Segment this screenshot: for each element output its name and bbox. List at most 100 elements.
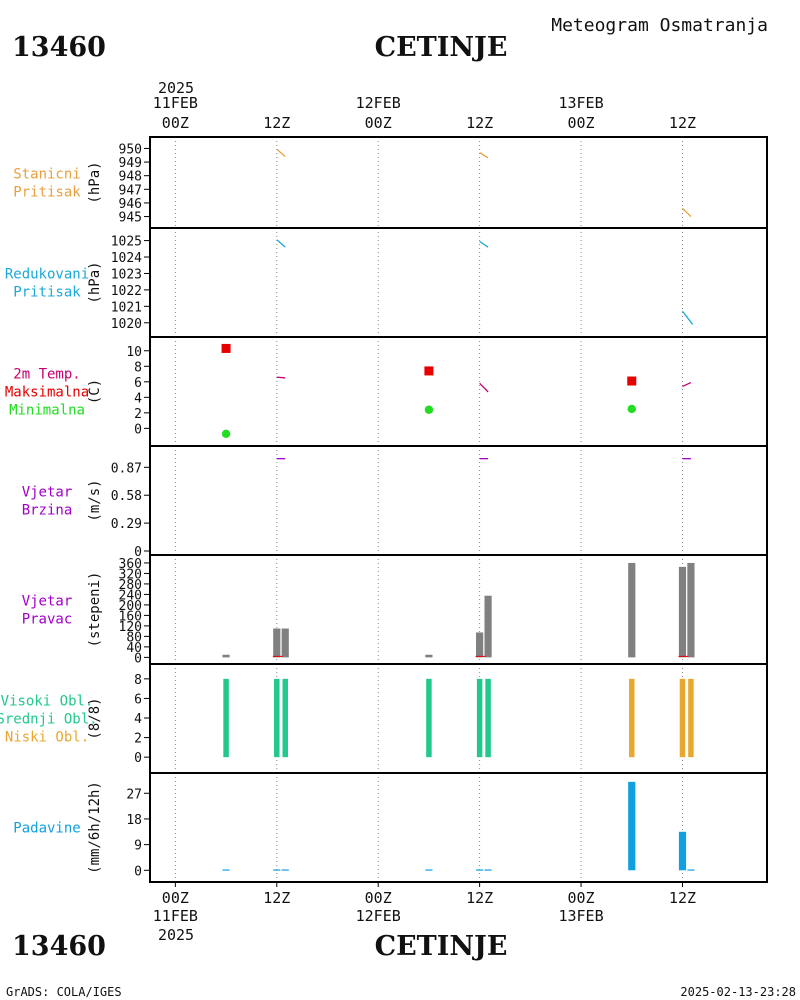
bottom-date-label: 12FEB (356, 907, 401, 925)
panel-frame (149, 554, 768, 665)
panel-7: 0 9 18 27 (mm/6h/12h) Padavine (13, 772, 768, 883)
precipitation-bar (273, 869, 281, 871)
high-cloud-bar (485, 678, 491, 758)
precipitation-bar (678, 831, 687, 871)
panel-6: 0 2 4 6 8 (8/8)Visoki Obl. Srednji Obl. Niski O… (0, 663, 768, 774)
y-axis-title: (mm/6h/12h) (87, 781, 103, 874)
y-tick-label: 160 (119, 609, 142, 624)
y-axis-title: (hPa) (87, 261, 103, 303)
high-cloud-bar (426, 678, 432, 758)
panel-label: Stanicni (13, 167, 80, 183)
y-tick-label: 0.29 (111, 517, 142, 532)
top-date-label: 13FEB (558, 94, 603, 112)
y-tick-label: 2 (134, 407, 142, 422)
y-tick-label: 240 (119, 588, 142, 603)
panel-label: Maksimalna (5, 385, 89, 401)
panel-frame (149, 227, 768, 338)
y-tick-label: 950 (119, 142, 142, 157)
panel-label: Visoki Obl. (1, 694, 94, 710)
top-hour-label: 00Z (162, 114, 189, 132)
temperature-line (682, 381, 692, 388)
y-tick-label: 1021 (111, 300, 142, 315)
precipitation-bar (425, 869, 433, 871)
max-temp-marker (221, 343, 231, 353)
y-tick-label: 280 (119, 578, 142, 593)
wind-direction-bar (476, 632, 484, 658)
y-axis-title: (8/8) (87, 697, 103, 739)
wind-direction-bar (281, 628, 289, 658)
wind-direction-bar (484, 595, 492, 658)
temperature-line (479, 382, 489, 393)
bottom-date-label: 13FEB (558, 907, 603, 925)
min-temp-marker (221, 429, 231, 438)
y-tick-label: 6 (134, 692, 142, 707)
y-tick-label: 946 (119, 197, 142, 212)
y-tick-label: 8 (134, 360, 142, 375)
credit-label: GrADS: COLA/IGES (6, 985, 122, 999)
chart-subtitle: Meteogram Osmatranja (551, 15, 768, 36)
y-tick-label: 1024 (111, 251, 142, 266)
y-tick-label: 1020 (111, 317, 142, 332)
bottom-hour-label: 00Z (162, 889, 189, 907)
y-tick-label: 4 (134, 391, 142, 406)
y-axis-title: (C) (87, 379, 103, 404)
y-tick-label: 0.58 (111, 489, 142, 504)
y-tick-label: 1023 (111, 267, 142, 282)
high-cloud-bar (274, 678, 280, 758)
bottom-hour-label: 00Z (568, 889, 595, 907)
low-cloud-bar (679, 678, 686, 758)
y-tick-label: 2 (134, 732, 142, 747)
y-tick-label: 320 (119, 567, 142, 582)
panel-frame (149, 772, 768, 883)
wind-direction-bar (687, 562, 695, 658)
precipitation-bar (281, 869, 289, 871)
y-tick-label: 947 (119, 183, 142, 198)
high-cloud-bar (476, 678, 483, 758)
bottom-date-label: 11FEB (153, 907, 198, 925)
top-hour-label: 12Z (466, 114, 493, 132)
panel-frame (149, 136, 768, 229)
y-tick-label: 0 (134, 751, 142, 766)
station-pressure-line (479, 151, 489, 159)
y-tick-label: 948 (119, 170, 142, 185)
reduced-pressure-line (479, 240, 489, 248)
y-tick-label: 945 (119, 211, 142, 226)
top-time-axis: 11FEB 00Z 12Z 12FEB 00Z 12Z 13FEB 00Z 12Z (153, 94, 696, 132)
precipitation-bar (476, 869, 484, 871)
bottom-hour-label: 12Z (466, 889, 493, 907)
wind-direction-bar (628, 562, 636, 658)
max-temp-marker (424, 366, 434, 376)
y-tick-label: 6 (134, 376, 142, 391)
panel-label: Redukovani (5, 267, 89, 283)
panel-label: Pritisak (13, 285, 81, 301)
precipitation-bar (628, 781, 636, 871)
panel-label: Padavine (13, 821, 80, 837)
y-tick-label: 1022 (111, 284, 142, 299)
min-temp-marker (424, 405, 434, 414)
y-tick-label: 949 (119, 156, 142, 171)
top-hour-label: 00Z (568, 114, 595, 132)
precipitation-bar (222, 869, 230, 871)
y-tick-label: 0 (134, 545, 142, 560)
y-tick-label: 120 (119, 620, 142, 635)
y-tick-label: 27 (126, 787, 142, 802)
panel-label: Brzina (22, 503, 73, 519)
panel-label: Vjetar (22, 485, 73, 501)
y-axis-title: (m/s) (87, 479, 103, 521)
panel-label: Srednji Obl. (0, 712, 98, 728)
panel-4: 0 0.29 0.58 0.87 (m/s) Vjetar Brzina (22, 445, 768, 560)
reduced-pressure-line (681, 310, 694, 325)
y-axis-title: (hPa) (87, 161, 103, 203)
min-temp-marker (627, 404, 636, 414)
reduced-pressure-line (276, 239, 286, 248)
wind-direction-bar (273, 628, 281, 658)
header-station-name: CETINJE (375, 32, 508, 63)
y-tick-label: 8 (134, 673, 142, 688)
footer-station-name: CETINJE (375, 931, 508, 962)
timestamp-label: 2025-02-13-23:28 (680, 985, 796, 999)
y-tick-label: 0.87 (111, 461, 142, 476)
